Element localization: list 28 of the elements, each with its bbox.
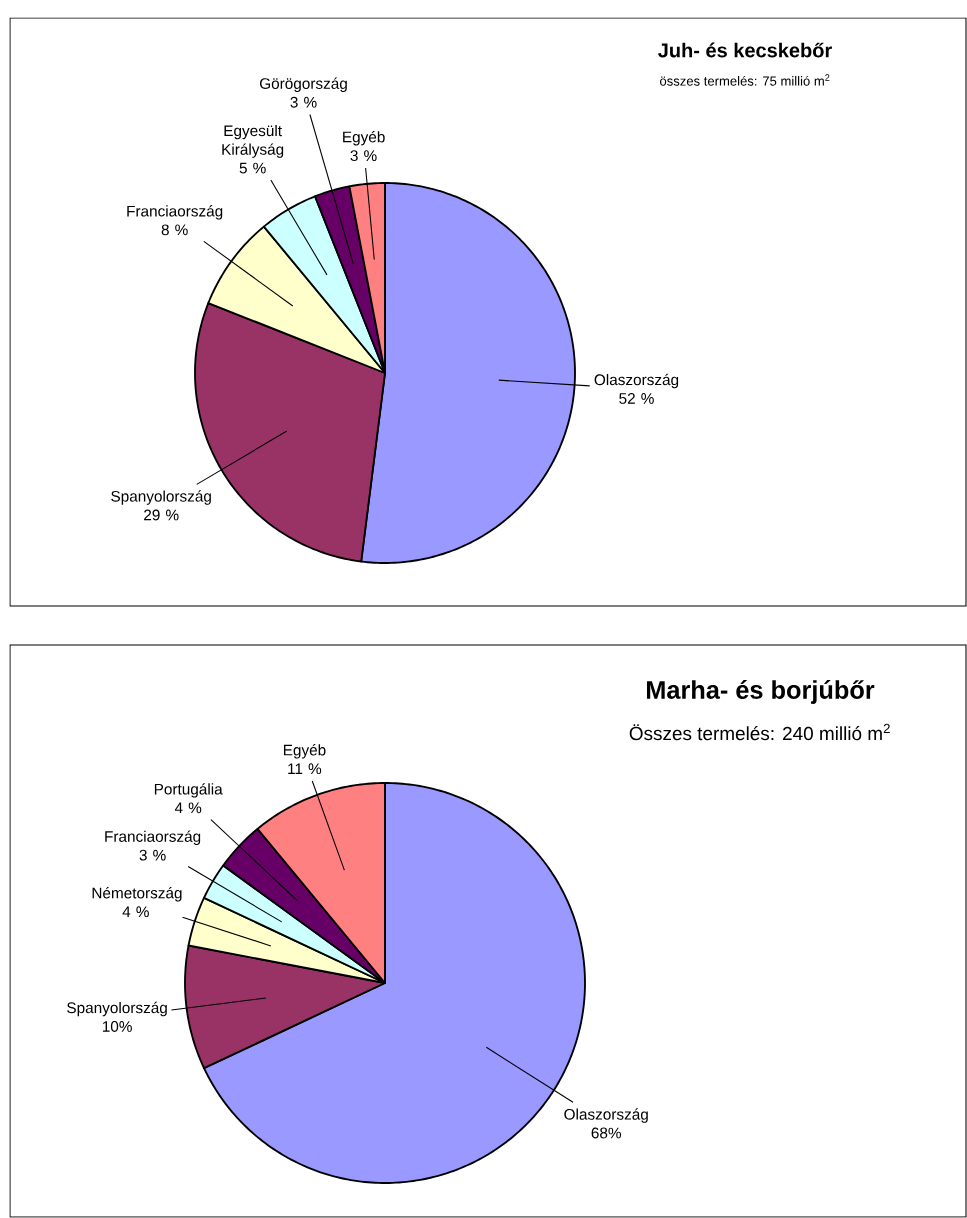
slice-label: Franciaország <box>127 205 223 220</box>
slice-label: Olaszország <box>564 1108 648 1123</box>
data-label: 29 % <box>144 509 179 521</box>
text: Marha- és borjúbőr <box>646 680 875 704</box>
data-label: 52 % <box>619 393 654 404</box>
slice-label: Egyéb <box>343 130 385 146</box>
data-label: 3 % <box>350 150 377 162</box>
text: összes termelés: 75 millió m$^{2}$ <box>660 74 830 86</box>
data-label: 11 % <box>288 763 322 775</box>
slice-label: Olaszország <box>594 373 679 389</box>
slice-label: Németország <box>92 887 182 902</box>
slice-label: Portugália <box>154 783 223 798</box>
text: Összes termelés: 240 millió m$^{2}$ <box>629 723 890 741</box>
data-label: 3 % <box>139 849 166 861</box>
slice-label: Spanyolország <box>111 490 211 505</box>
data-label: 4 % <box>174 802 202 814</box>
data-label: 4 % <box>122 906 149 918</box>
text: Juh- és kecskebőr <box>658 42 832 58</box>
slice-label: Egyesült Királyság <box>222 124 284 158</box>
data-label: 68% <box>591 1127 622 1139</box>
data-label: 10% <box>102 1021 132 1032</box>
data-label: 8 % <box>161 224 188 236</box>
data-label: 5 % <box>239 162 266 174</box>
slice-label: Franciaország <box>105 830 201 845</box>
data-label: 3 % <box>290 96 317 108</box>
slice-label: Görögország <box>259 77 347 93</box>
slice-label: Egyéb <box>283 744 326 759</box>
slice-label: Spanyolország <box>67 1001 167 1017</box>
